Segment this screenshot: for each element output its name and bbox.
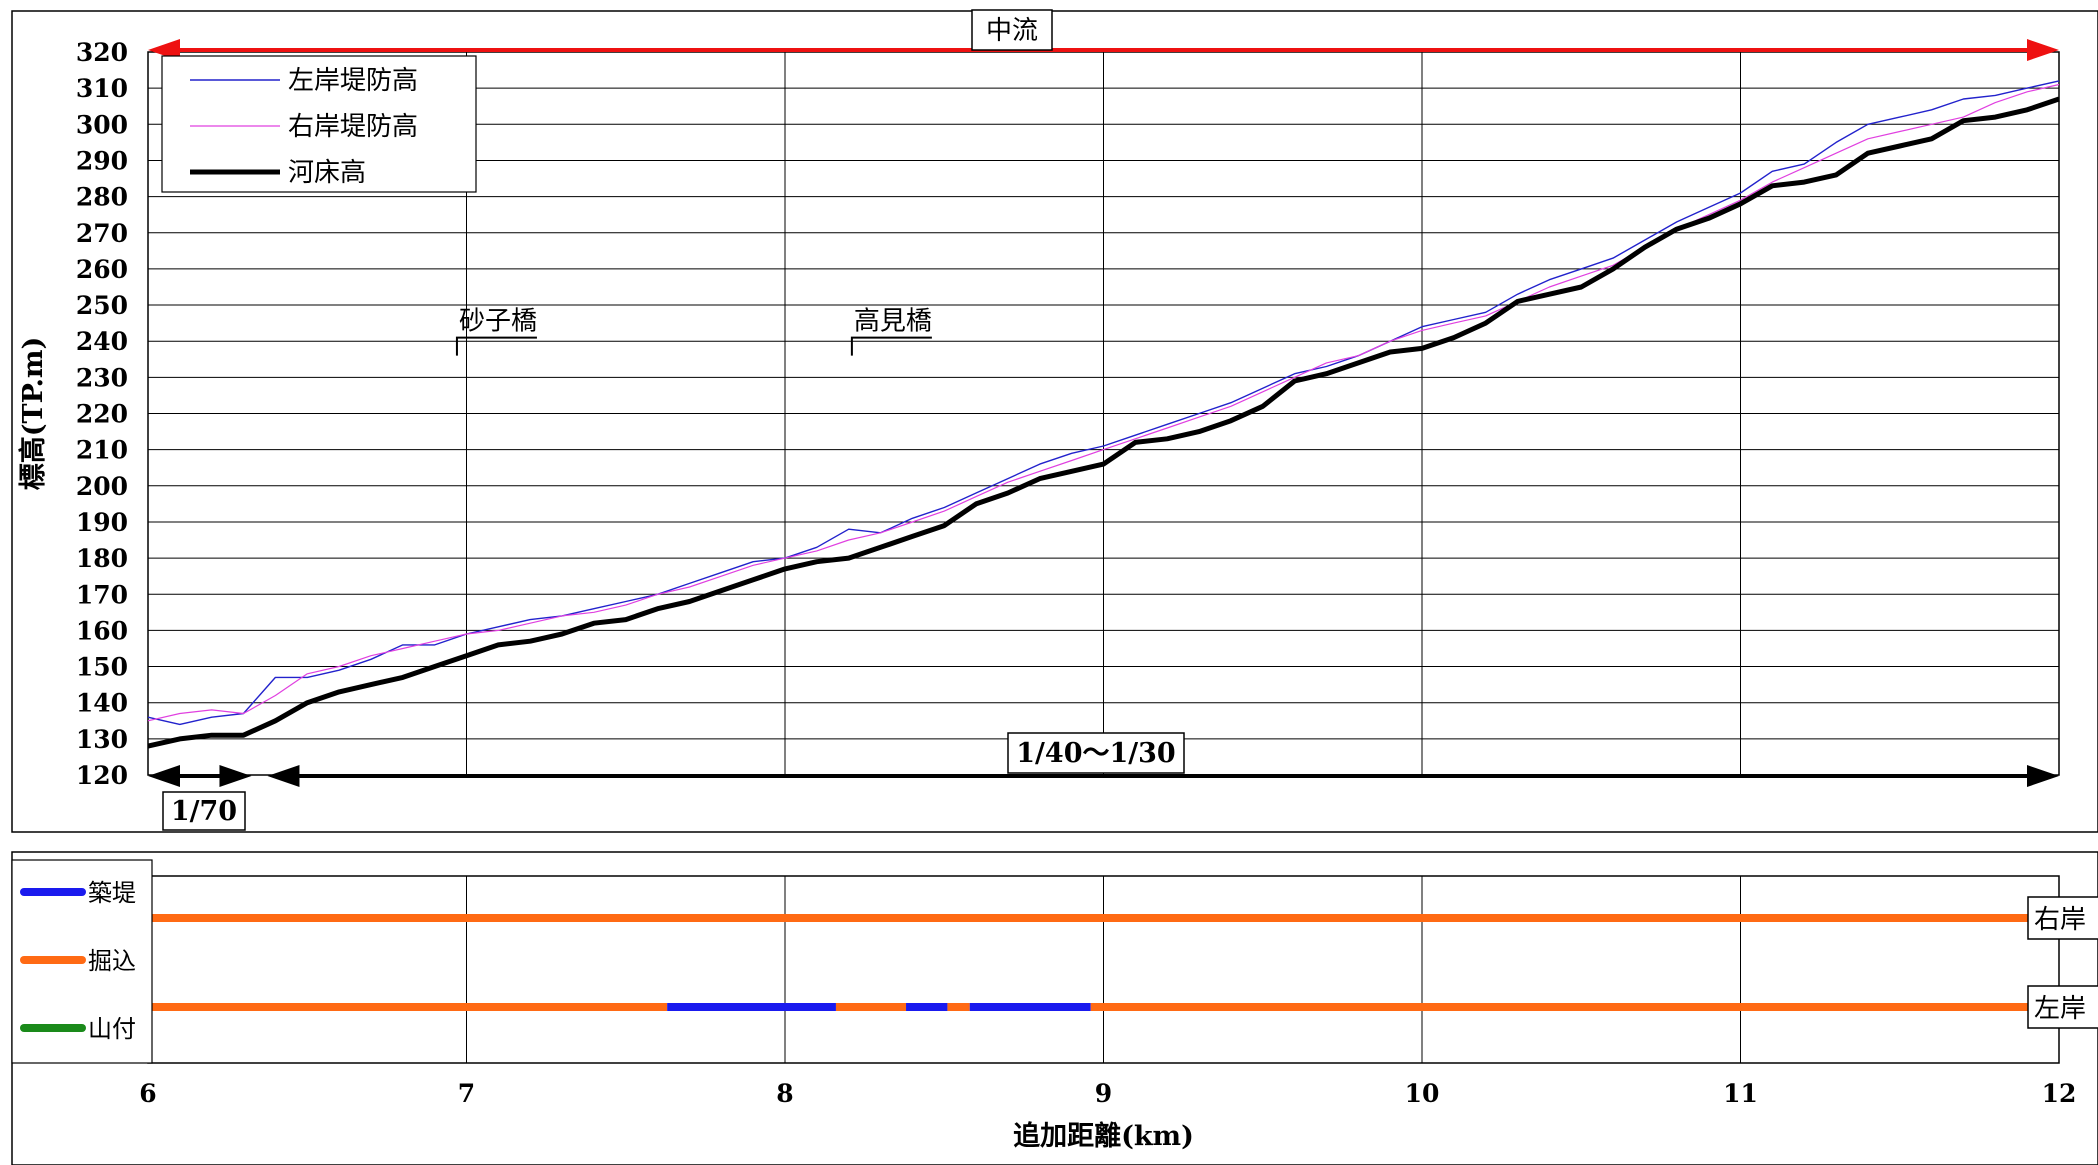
slope-arrow-1-head-right [219, 765, 252, 787]
reach-label-box [971, 9, 1053, 51]
reach-label: 中流 [986, 16, 1038, 46]
y-tick-label: 160 [76, 616, 128, 645]
slope-arrow-2-head-left [267, 765, 300, 787]
y-tick-label: 310 [76, 74, 128, 103]
x-tick-label: 7 [458, 1079, 475, 1108]
lower-legend-label-2: 掘込 [88, 947, 136, 975]
lower-legend-label-3: 山付 [88, 1015, 136, 1043]
y-tick-label: 230 [76, 363, 128, 392]
y-tick-label: 220 [76, 400, 128, 429]
lower-legend-label-1: 築堤 [88, 879, 136, 907]
y-tick-label: 140 [76, 689, 128, 718]
reach-arrow-head-right [2027, 39, 2059, 61]
x-axis-label: 追加距離(km) [1013, 1120, 1194, 1152]
y-tick-label: 210 [76, 436, 128, 465]
x-tick-label: 11 [1723, 1079, 1758, 1108]
slope-label-2-box [1007, 732, 1185, 774]
series-line-3 [147, 96, 2060, 749]
y-tick-label: 170 [76, 580, 128, 609]
series-line-2 [147, 83, 2060, 722]
y-tick-label: 150 [76, 653, 128, 682]
slope-arrow-2-head-right [2027, 765, 2059, 787]
x-tick-label: 12 [2042, 1079, 2077, 1108]
y-tick-label: 240 [76, 327, 128, 356]
bridge-marker-1 [455, 336, 537, 356]
slope-label-1-box [162, 791, 246, 831]
legend-label-1: 左岸堤防高 [288, 66, 418, 96]
x-tick-label: 10 [1405, 1079, 1440, 1108]
bank-label-box-2 [2027, 985, 2098, 1029]
slope-label-1: 1/70 [171, 796, 237, 827]
legend-label-2: 右岸堤防高 [288, 112, 418, 142]
bank-label-box-1 [2027, 896, 2098, 940]
y-tick-label: 180 [76, 544, 128, 573]
legend-label-3: 河床高 [288, 158, 366, 188]
x-tick-label: 6 [139, 1079, 156, 1108]
x-tick-label: 9 [1095, 1079, 1112, 1108]
y-tick-label: 270 [76, 219, 128, 248]
x-tick-label: 8 [776, 1079, 793, 1108]
bridge-label-2: 高見橋 [854, 307, 932, 337]
y-tick-label: 320 [76, 38, 128, 67]
bridge-marker-2 [850, 336, 932, 356]
slope-arrow-1-head-left [148, 765, 180, 787]
y-tick-label: 200 [76, 472, 128, 501]
y-tick-label: 190 [76, 508, 128, 537]
y-tick-label: 130 [76, 725, 128, 754]
y-tick-label: 280 [76, 183, 128, 212]
y-tick-label: 300 [76, 110, 128, 139]
y-tick-label: 250 [76, 291, 128, 320]
y-tick-label: 120 [76, 761, 128, 790]
bank-label-1: 右岸 [2034, 905, 2086, 935]
bank-label-2: 左岸 [2034, 994, 2086, 1024]
slope-label-2: 1/40～1/30 [1016, 738, 1175, 769]
y-tick-label: 290 [76, 146, 128, 175]
bridge-label-1: 砂子橋 [459, 307, 537, 337]
y-axis-label: 標高(TP.m) [17, 337, 49, 490]
upper-legend [161, 55, 477, 193]
y-tick-label: 260 [76, 255, 128, 284]
upper-panel-frame [11, 10, 2098, 833]
